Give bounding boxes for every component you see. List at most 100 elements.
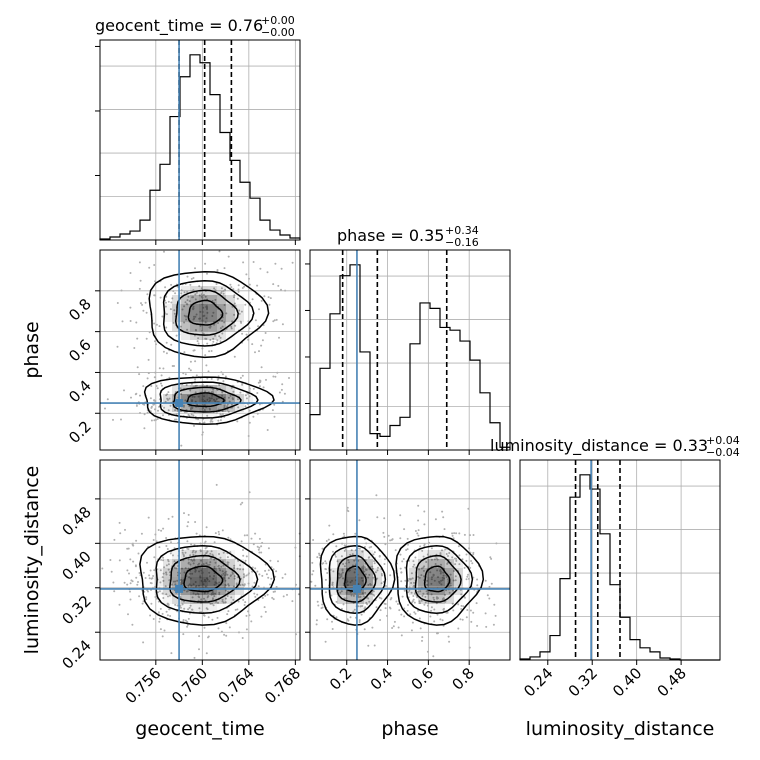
sample-point	[418, 617, 421, 620]
sample-point	[229, 283, 232, 286]
sample-point	[245, 273, 248, 276]
sample-point	[441, 549, 443, 552]
sample-point	[220, 630, 223, 633]
sample-point	[210, 350, 213, 352]
sample-point	[348, 561, 350, 564]
sample-point	[221, 570, 224, 573]
sample-point	[204, 547, 207, 550]
sample-point	[127, 547, 130, 550]
sample-point	[448, 591, 451, 594]
density-cell	[208, 394, 217, 403]
sample-point	[166, 614, 169, 617]
sample-point	[230, 325, 233, 328]
sample-point	[418, 600, 421, 603]
sample-point	[235, 582, 238, 585]
sample-point	[141, 602, 144, 605]
sample-point	[189, 563, 192, 566]
sample-point	[403, 528, 406, 531]
sample-point	[258, 379, 261, 382]
sample-point	[241, 332, 244, 335]
sample-point	[375, 494, 378, 497]
sample-point	[273, 319, 276, 322]
sample-point	[371, 565, 374, 568]
sample-point	[183, 321, 186, 324]
sample-point	[154, 586, 157, 588]
sample-point	[150, 419, 153, 422]
sample-point	[184, 301, 187, 304]
sample-point	[340, 590, 343, 593]
sample-point	[280, 288, 282, 291]
sample-point	[155, 323, 158, 326]
sample-point	[373, 594, 376, 597]
density-cell	[235, 403, 244, 412]
sample-point	[488, 597, 491, 600]
sample-point	[261, 574, 264, 577]
sample-point	[212, 604, 215, 607]
sample-point	[254, 532, 257, 535]
sample-point	[174, 418, 176, 421]
sample-point	[165, 593, 168, 596]
sample-point	[211, 590, 214, 593]
sample-point	[273, 403, 276, 406]
sample-point	[242, 598, 245, 601]
truth-marker	[352, 584, 361, 593]
sample-point	[423, 510, 426, 513]
density-cell	[346, 595, 355, 604]
sample-point	[213, 558, 216, 561]
sample-point	[129, 590, 131, 593]
sample-point	[223, 304, 226, 306]
sample-point	[193, 559, 196, 562]
sample-point	[173, 560, 176, 563]
panel-frame	[99, 249, 301, 451]
density-cell	[190, 313, 199, 322]
sample-point	[153, 376, 156, 379]
sample-point	[206, 550, 209, 553]
sample-point	[239, 584, 242, 587]
sample-point	[158, 590, 161, 593]
sample-point	[226, 408, 229, 411]
density-cell	[163, 313, 172, 322]
sample-point	[426, 604, 429, 607]
sample-point	[454, 563, 457, 566]
sample-point	[166, 548, 169, 550]
density-cell	[208, 385, 217, 394]
density-cell	[217, 577, 226, 586]
sample-point	[150, 582, 153, 585]
sample-point	[184, 373, 187, 376]
sample-point	[226, 613, 229, 616]
sample-point	[379, 609, 382, 612]
sample-point	[376, 516, 379, 519]
density-cell	[181, 577, 190, 586]
sample-point	[186, 328, 189, 331]
sample-point	[352, 610, 355, 613]
sample-point	[185, 384, 188, 386]
sample-point	[245, 333, 248, 336]
sample-point	[219, 414, 222, 417]
sample-point	[144, 301, 147, 304]
sample-point	[326, 572, 329, 574]
sample-point	[210, 557, 213, 560]
sample-point	[466, 609, 469, 611]
sample-point	[274, 375, 277, 378]
sample-point	[463, 533, 466, 536]
sample-point	[183, 589, 186, 592]
sample-point	[142, 385, 145, 388]
sample-point	[433, 598, 436, 601]
sample-point	[158, 546, 161, 549]
sample-point	[148, 574, 151, 577]
sample-point	[197, 342, 200, 345]
sample-point	[151, 577, 154, 580]
sample-point	[272, 283, 275, 286]
sample-point	[383, 563, 386, 565]
sample-point	[187, 608, 190, 611]
sample-point	[373, 562, 376, 565]
sample-point	[176, 604, 179, 607]
density-cell	[235, 559, 244, 568]
sample-point	[345, 544, 348, 547]
sample-point	[116, 345, 119, 348]
sample-point	[436, 569, 439, 572]
sample-point	[267, 547, 270, 550]
sample-point	[268, 303, 271, 306]
sample-point	[257, 548, 260, 551]
sample-point	[408, 589, 411, 592]
